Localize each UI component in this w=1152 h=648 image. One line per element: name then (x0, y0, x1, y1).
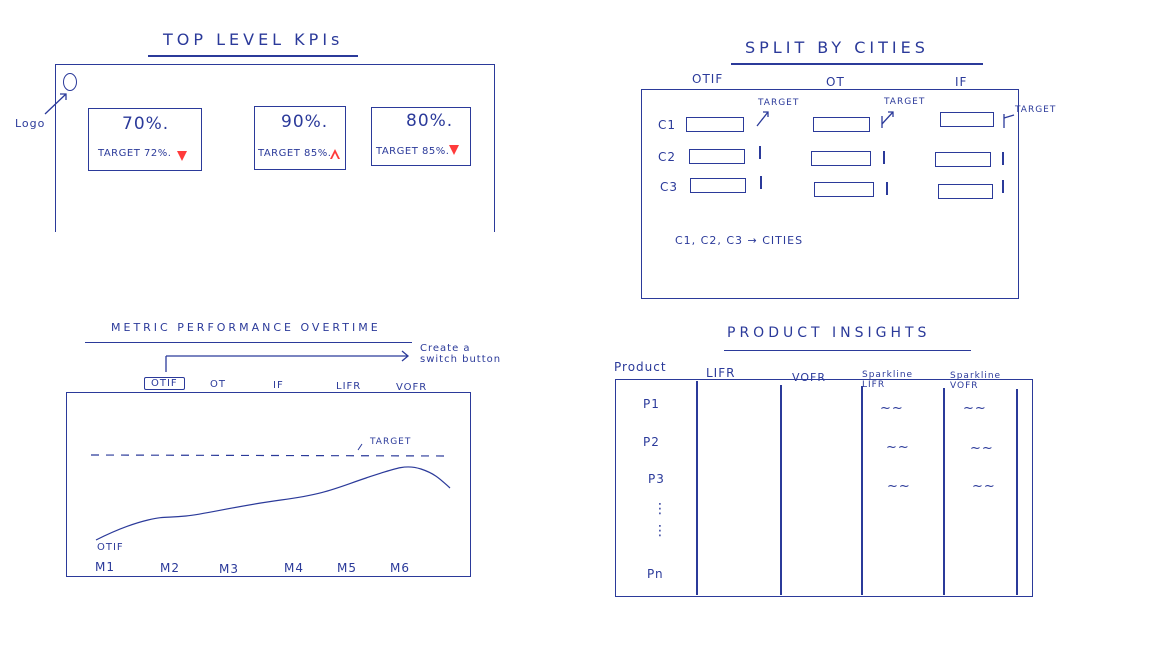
logo-arrow-icon (44, 93, 67, 115)
kpi-target: TARGET 72%. (98, 148, 172, 159)
column-header-product: Product (614, 360, 667, 374)
logo-placeholder (63, 73, 77, 91)
sparkline-lifr: ~~ (880, 401, 904, 416)
product-row-label: P1 (643, 397, 660, 411)
metric-title: METRIC PERFORMANCE OVERTIME (111, 321, 381, 334)
target-label: TARGET (1015, 105, 1057, 115)
row-label-c1: C1 (658, 118, 677, 132)
target-arrow-icon (1003, 114, 1015, 128)
month-label: M3 (219, 562, 239, 576)
otif-series-line (95, 466, 451, 541)
metric-cell (811, 151, 871, 166)
sparkline-vofr: ~~ (972, 479, 996, 494)
metric-cell (938, 184, 993, 199)
chart-frame (66, 392, 471, 577)
row-label-c2: C2 (658, 150, 677, 164)
switch-note: Create a switch button (420, 343, 502, 365)
product-row-label: Pn (647, 567, 664, 581)
column-divider (1016, 389, 1018, 595)
row-label-c3: C3 (660, 180, 679, 194)
kpi-card-1[interactable] (88, 108, 202, 171)
column-header-lifr: LIFR (706, 366, 736, 380)
month-label: M6 (390, 561, 410, 575)
logo-label: Logo (15, 117, 46, 130)
target-arrow-icon (881, 111, 894, 128)
metric-cell (690, 178, 746, 193)
top-kpis-title: TOP LEVEL KPIs (163, 30, 344, 49)
target-marker (883, 151, 885, 164)
target-arrow-icon (756, 111, 769, 127)
title-underline (85, 342, 412, 344)
target-label: TARGET (884, 97, 926, 107)
product-ellipsis: ⋮ (653, 523, 668, 539)
kpi-value: 70%. (122, 114, 170, 134)
column-header-vofr: VOFR (792, 371, 826, 384)
target-marker (1002, 180, 1004, 193)
target-marker (886, 182, 888, 195)
month-label: M1 (95, 560, 115, 574)
column-divider (696, 381, 698, 595)
switch-arrow-icon (165, 350, 410, 372)
target-marker (760, 176, 762, 189)
column-header-if: IF (955, 75, 968, 89)
kpi-panel (55, 64, 495, 232)
kpi-target: TARGET 85%. (258, 148, 332, 159)
trend-up-icon-inner (332, 153, 338, 159)
chart-target-label: TARGET (370, 437, 412, 447)
cities-legend-note: C1, C2, C3 → CITIES (675, 234, 804, 247)
tab-lifr[interactable]: LIFR (336, 381, 362, 392)
kpi-value: 90%. (281, 112, 329, 132)
target-marker (1002, 152, 1004, 165)
target-line (90, 454, 452, 457)
series-label: OTIF (97, 542, 124, 553)
title-underline (731, 63, 983, 65)
sparkline-vofr: ~~ (970, 441, 994, 456)
metric-cell (689, 149, 745, 164)
metric-cell (940, 112, 994, 127)
sparkline-lifr: ~~ (886, 440, 910, 455)
target-marker (759, 146, 761, 159)
trend-down-icon (177, 151, 187, 161)
kpi-card-3[interactable] (371, 107, 471, 166)
column-header-ot: OT (826, 75, 845, 89)
tab-otif[interactable]: OTIF (144, 377, 185, 390)
metric-cell (686, 117, 744, 132)
kpi-target: TARGET 85%. (376, 146, 450, 157)
metric-cell (935, 152, 991, 167)
performance-chart (90, 443, 452, 541)
product-row-label: P3 (648, 472, 665, 486)
trend-down-icon (449, 145, 459, 155)
target-label: TARGET (758, 98, 800, 108)
metric-cell (813, 117, 870, 132)
month-label: M4 (284, 561, 304, 575)
sparkline-vofr: ~~ (963, 401, 987, 416)
title-underline (724, 350, 971, 352)
cities-panel (641, 89, 1019, 299)
title-underline (148, 55, 358, 57)
column-header-sparkline-vofr: Sparkline VOFR (950, 371, 1002, 391)
kpi-card-2[interactable] (254, 106, 346, 170)
split-title: SPLIT BY CITIES (745, 38, 929, 57)
kpi-value: 80%. (406, 111, 454, 131)
tab-ot[interactable]: OT (210, 379, 226, 390)
column-divider (861, 386, 863, 595)
column-divider (780, 385, 782, 595)
product-row-label: P2 (643, 435, 660, 449)
month-label: M5 (337, 561, 357, 575)
sparkline-lifr: ~~ (887, 479, 911, 494)
tab-if[interactable]: IF (273, 380, 284, 391)
metric-cell (814, 182, 874, 197)
column-header-sparkline-lifr: Sparkline LIFR (862, 370, 914, 390)
product-table (615, 379, 1033, 597)
product-title: PRODUCT INSIGHTS (727, 325, 931, 341)
month-label: M2 (160, 561, 180, 575)
column-header-otif: OTIF (692, 72, 724, 86)
column-divider (943, 388, 945, 595)
tab-vofr[interactable]: VOFR (396, 382, 428, 393)
product-ellipsis: ⋮ (653, 501, 668, 517)
